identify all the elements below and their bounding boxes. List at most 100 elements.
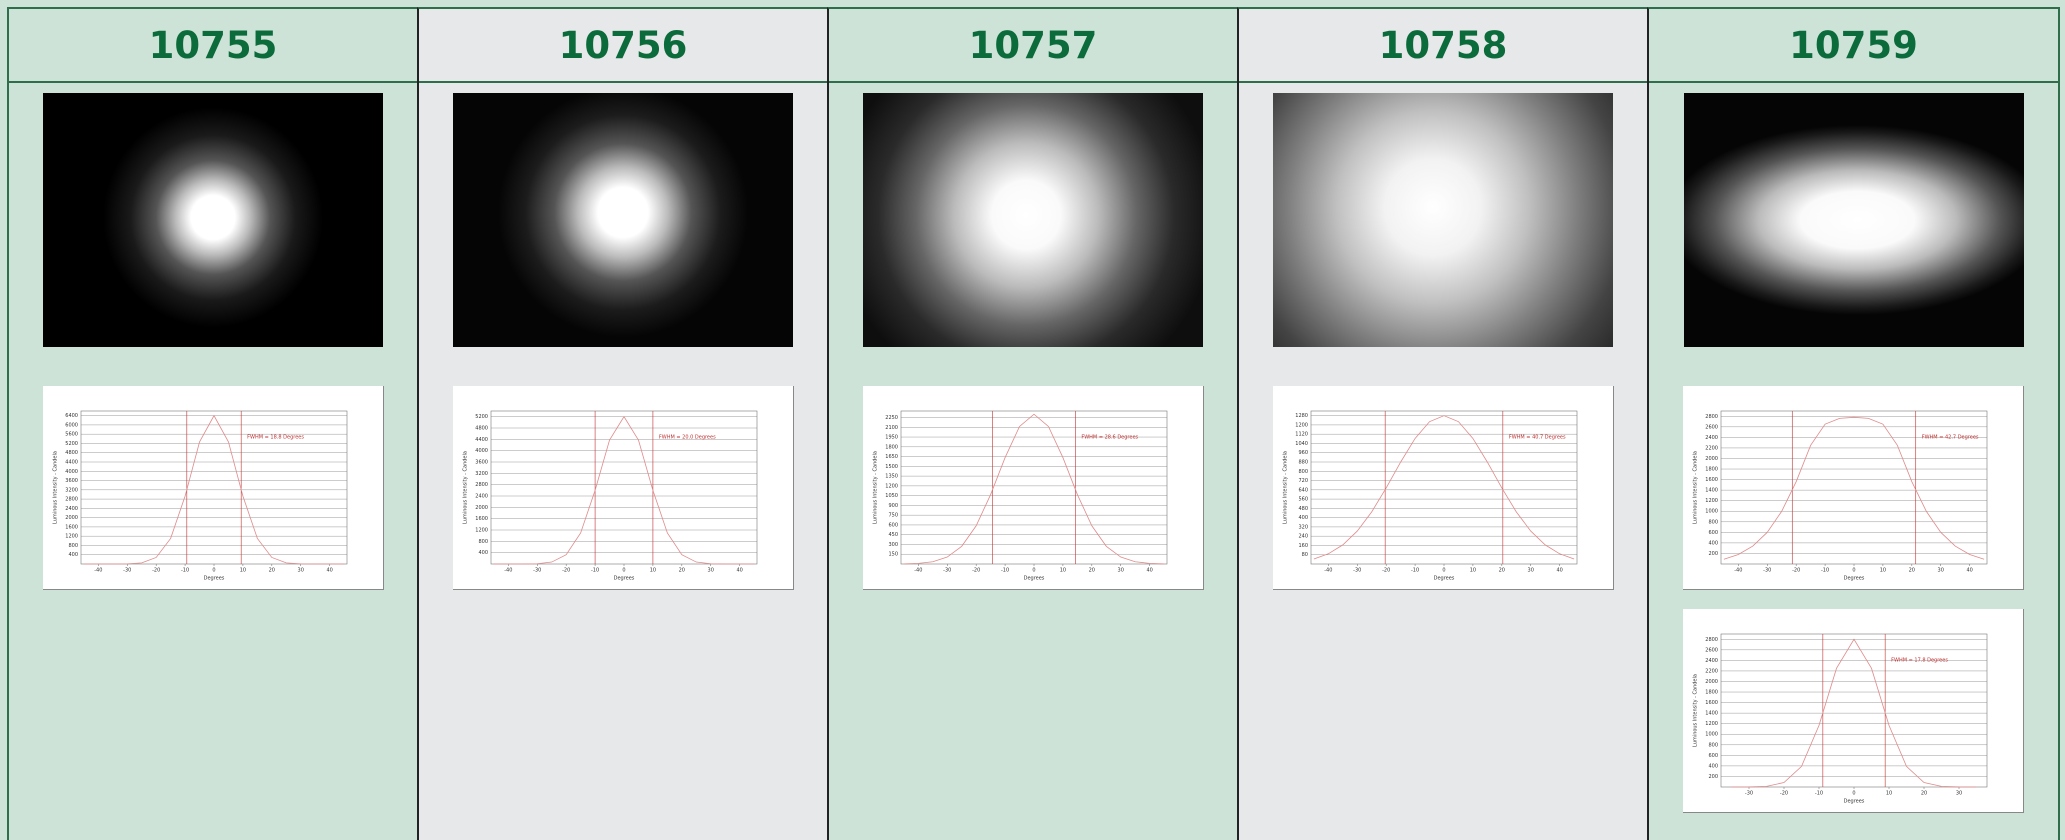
y-tick-label: 150 (888, 552, 898, 558)
x-axis-label: Degrees (203, 576, 224, 582)
x-tick-label: 30 (1117, 568, 1123, 574)
x-tick-label: 30 (1956, 791, 1962, 797)
y-tick-label: 2200 (1705, 668, 1718, 674)
y-tick-label: 400 (478, 550, 488, 556)
x-tick-label: 30 (1938, 568, 1944, 574)
x-tick-label: 0 (1032, 568, 1035, 574)
y-tick-label: 6400 (65, 413, 78, 419)
y-tick-label: 1800 (1705, 690, 1718, 696)
fwhm-annotation: FWHM = 28.6 Degrees (1081, 435, 1138, 441)
y-tick-label: 1000 (1705, 732, 1718, 738)
x-tick-label: 30 (707, 568, 713, 574)
x-tick-label: -20 (152, 568, 160, 574)
y-tick-label: 2000 (475, 505, 488, 511)
y-tick-label: 2800 (1705, 637, 1718, 643)
y-tick-label: 1200 (1295, 422, 1308, 428)
x-axis-label: Degrees (613, 576, 634, 582)
product-id: 10759 (1649, 9, 2058, 83)
y-tick-label: 2800 (65, 497, 78, 503)
y-tick-label: 900 (888, 503, 898, 509)
x-axis-label: Degrees (1023, 576, 1044, 582)
x-axis-label: Degrees (1844, 576, 1865, 582)
y-tick-label: 5600 (65, 432, 78, 438)
y-tick-label: 1200 (885, 483, 898, 489)
x-tick-label: -40 (1734, 568, 1742, 574)
x-tick-label: -40 (94, 568, 102, 574)
y-tick-label: 800 (478, 539, 488, 545)
x-tick-label: 10 (239, 568, 245, 574)
x-tick-label: 20 (268, 568, 274, 574)
y-tick-label: 1200 (1705, 498, 1718, 504)
x-tick-label: 30 (297, 568, 303, 574)
x-tick-label: 10 (649, 568, 655, 574)
y-tick-label: 800 (68, 543, 78, 549)
y-tick-label: 600 (1708, 530, 1718, 536)
x-tick-label: 0 (1852, 791, 1855, 797)
y-tick-label: 4800 (65, 450, 78, 456)
x-tick-label: -20 (1780, 791, 1788, 797)
x-tick-label: 0 (622, 568, 625, 574)
fwhm-annotation: FWHM = 20.0 Degrees (658, 435, 715, 441)
y-tick-label: 1040 (1295, 441, 1308, 447)
y-tick-label: 2000 (1705, 679, 1718, 685)
y-tick-label: 800 (1708, 519, 1718, 525)
y-tick-label: 640 (1298, 487, 1308, 493)
intensity-curve (493, 415, 754, 565)
y-tick-label: 1120 (1295, 432, 1308, 438)
y-axis-label: Luminous Intensity - Candela (872, 451, 878, 524)
y-tick-label: 2400 (475, 494, 488, 500)
y-tick-label: 960 (1298, 450, 1308, 456)
y-tick-label: 2000 (1705, 456, 1718, 462)
y-tick-label: 2400 (1705, 435, 1718, 441)
y-axis-label: Luminous Intensity - Candela (1282, 451, 1288, 524)
product-id: 10756 (419, 9, 827, 83)
product-id: 10755 (9, 9, 417, 83)
y-tick-label: 320 (1298, 524, 1308, 530)
y-axis-label: Luminous Intensity - Candela (52, 451, 58, 524)
x-tick-label: 10 (1469, 568, 1475, 574)
y-tick-label: 1200 (65, 534, 78, 540)
x-tick-label: 10 (1880, 568, 1886, 574)
product-id: 10757 (829, 9, 1237, 83)
plot-frame (490, 410, 757, 565)
x-tick-label: 10 (1059, 568, 1065, 574)
y-tick-label: 400 (1708, 763, 1718, 769)
x-axis-label: Degrees (1844, 799, 1865, 805)
y-tick-label: 4000 (65, 469, 78, 475)
x-tick-label: -20 (972, 568, 980, 574)
x-tick-label: -40 (504, 568, 512, 574)
y-tick-label: 160 (1298, 543, 1308, 549)
x-tick-label: 0 (1852, 568, 1855, 574)
x-tick-label: 40 (1556, 568, 1562, 574)
y-axis-label: Luminous Intensity - Candela (1693, 451, 1699, 524)
beam-image (1683, 93, 2024, 347)
y-tick-label: 4400 (475, 437, 488, 443)
y-tick-label: 300 (888, 542, 898, 548)
y-tick-label: 450 (888, 532, 898, 538)
x-tick-label: 0 (1442, 568, 1445, 574)
y-tick-label: 720 (1298, 478, 1308, 484)
product-column: 10756 400 800 1200 1600 2000 2400 2800 3200 3600 4… (417, 7, 827, 840)
y-axis-label: Luminous Intensity - Candela (462, 451, 468, 524)
y-tick-label: 1800 (885, 444, 898, 450)
x-tick-label: 10 (1886, 791, 1892, 797)
y-tick-label: 2600 (1705, 647, 1718, 653)
y-tick-label: 1950 (885, 435, 898, 441)
y-tick-label: 2400 (1705, 658, 1718, 664)
y-tick-label: 400 (68, 552, 78, 558)
y-tick-label: 2250 (885, 415, 898, 421)
x-tick-label: -30 (123, 568, 131, 574)
y-tick-label: 560 (1298, 497, 1308, 503)
y-tick-label: 1600 (1705, 700, 1718, 706)
x-tick-label: 40 (736, 568, 742, 574)
x-tick-label: 0 (212, 568, 215, 574)
beam-image (1273, 93, 1613, 347)
y-tick-label: 5200 (475, 414, 488, 420)
intensity-chart: 8016024032040048056064072080088096010401… (1272, 386, 1614, 590)
y-tick-label: 480 (1298, 506, 1308, 512)
intensity-chart: 1503004506007509001050120013501500165018… (862, 386, 1204, 590)
x-tick-label: -30 (943, 568, 951, 574)
y-tick-label: 2800 (475, 482, 488, 488)
intensity-chart: 2004006008001000120014001600180020002200… (1683, 609, 2024, 813)
